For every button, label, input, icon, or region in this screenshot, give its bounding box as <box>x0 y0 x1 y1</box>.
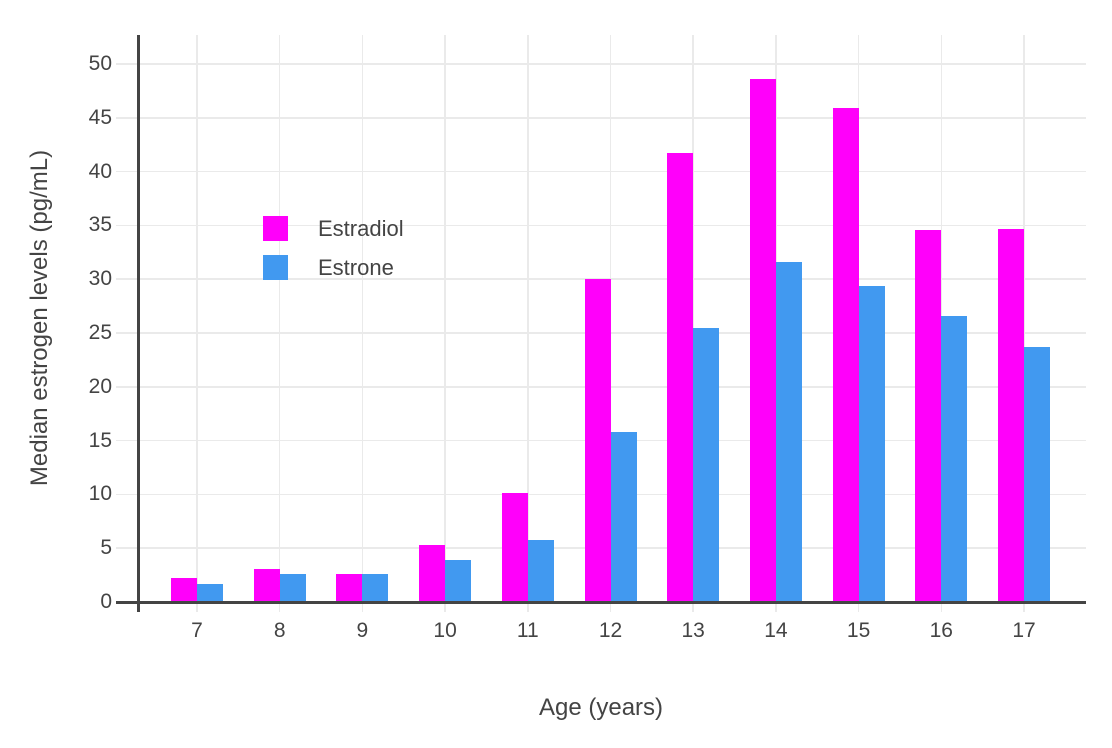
x-gridline <box>527 35 529 612</box>
y-tick-label: 30 <box>88 267 112 291</box>
bar-estrone <box>941 315 968 602</box>
x-gridline <box>1023 35 1025 612</box>
x-tick-label: 17 <box>1012 619 1036 642</box>
legend: Estradiol Estrone <box>263 216 404 294</box>
bar-estradiol <box>749 79 776 602</box>
bar-estradiol <box>998 228 1024 602</box>
x-tick-label: 12 <box>598 619 623 642</box>
legend-label: Estrone <box>318 254 394 280</box>
bar-estrone <box>279 574 306 602</box>
y-tick-label: 0 <box>100 590 112 613</box>
y-tick-label: 10 <box>88 482 112 506</box>
x-tick-label: 7 <box>191 619 203 642</box>
bar-estrone <box>362 574 389 602</box>
x-tick-label: 15 <box>846 619 871 642</box>
bar-estradiol <box>501 493 528 602</box>
bar-estrone <box>775 261 802 602</box>
estrone-swatch-icon <box>263 255 288 280</box>
y-gridline <box>116 117 1086 119</box>
y-gridline <box>116 224 1086 227</box>
legend-item-estradiol[interactable]: Estradiol <box>263 216 404 241</box>
x-gridline <box>278 35 281 612</box>
bar-estradiol <box>832 108 859 602</box>
y-gridline <box>116 63 1086 65</box>
bar-estrone <box>693 327 720 602</box>
y-tick-label: 25 <box>88 321 112 344</box>
y-tick-label: 45 <box>88 105 112 129</box>
y-tick-label: 15 <box>88 428 112 452</box>
y-axis-line <box>136 35 140 612</box>
bar-estradiol <box>336 574 363 602</box>
bar-estradiol <box>419 544 446 602</box>
y-tick-label: 40 <box>88 159 112 183</box>
bar-estradiol <box>667 153 694 602</box>
y-tick-label: 20 <box>88 374 112 398</box>
x-tick-label: 16 <box>929 619 953 642</box>
x-gridline <box>692 35 694 612</box>
x-tick-label: 11 <box>516 619 539 642</box>
x-tick-label: 10 <box>433 619 457 642</box>
bar-estrone <box>858 285 885 602</box>
x-axis-title: Age (years) <box>538 694 664 721</box>
x-gridline <box>609 35 612 612</box>
bar-estrone <box>445 560 472 602</box>
x-gridline <box>444 35 446 612</box>
x-tick-label: 14 <box>764 619 788 642</box>
bar-estrone <box>1024 346 1050 602</box>
bar-estradiol <box>253 568 280 602</box>
y-tick-label: 5 <box>100 536 112 560</box>
bar-estrone <box>610 431 637 602</box>
bar-estradiol <box>584 279 611 602</box>
y-gridline <box>116 170 1086 173</box>
x-axis-line <box>116 600 1086 604</box>
y-tick-label: 50 <box>88 52 112 75</box>
x-tick-label: 9 <box>356 619 369 642</box>
legend-item-estrone[interactable]: Estrone <box>263 255 404 280</box>
x-gridline <box>361 35 364 612</box>
estradiol-swatch-icon <box>263 216 288 241</box>
x-tick-label: 13 <box>681 619 705 642</box>
x-tick-label: 8 <box>273 619 286 642</box>
bar-estradiol <box>915 229 942 602</box>
x-gridline <box>196 35 198 612</box>
bar-estrone <box>197 583 223 602</box>
bar-estrone <box>527 539 554 602</box>
y-tick-label: 35 <box>88 213 112 237</box>
legend-label: Estradiol <box>318 215 404 241</box>
bar-estradiol <box>171 578 197 602</box>
